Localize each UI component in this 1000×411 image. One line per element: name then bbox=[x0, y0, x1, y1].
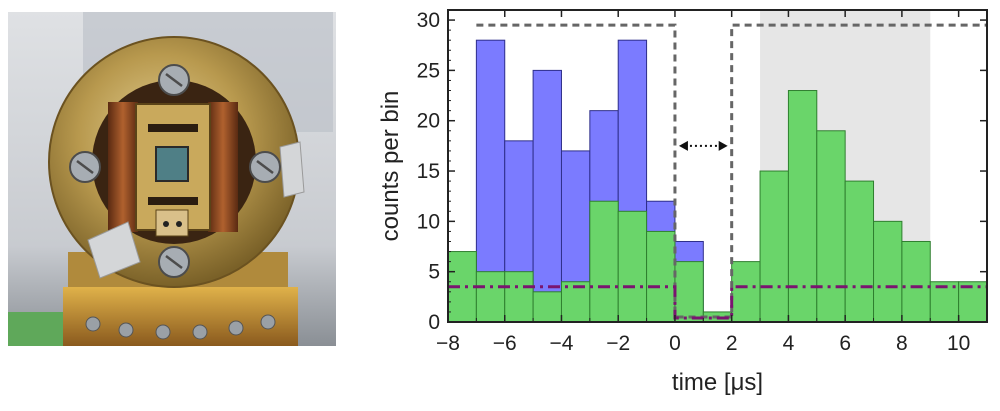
trap-electrode-bottom bbox=[148, 197, 198, 205]
trap-window bbox=[155, 146, 189, 182]
bar-series-0-bin-2 bbox=[532, 69, 562, 323]
y-tick-label: 20 bbox=[417, 110, 440, 133]
gate-window-arrow bbox=[678, 140, 728, 151]
x-tick-label: 10 bbox=[947, 332, 970, 355]
trap-electrode-top bbox=[148, 124, 198, 132]
y-tick-label: 0 bbox=[428, 311, 440, 334]
x-tick-label: −6 bbox=[493, 332, 517, 355]
x-tick-label: 2 bbox=[726, 332, 738, 355]
trap-lower-block bbox=[155, 209, 189, 237]
bar-series-1-bin-7 bbox=[646, 230, 676, 323]
plot-frame bbox=[447, 9, 988, 323]
bar-series-1-bin-2 bbox=[504, 271, 534, 323]
plot-area: −8 −6 −4 −2 0 2 4 6 8 10 0 5 10 15 20 25 30 bbox=[417, 9, 988, 355]
x-tick-label: 8 bbox=[896, 332, 908, 355]
bar-series-1-bin-5 bbox=[589, 200, 619, 323]
right-coil bbox=[208, 102, 238, 232]
bar-series-1-bin-15 bbox=[873, 220, 903, 323]
dashdot-background-line bbox=[448, 285, 987, 320]
base-screws bbox=[85, 314, 276, 340]
x-tick-label: 4 bbox=[783, 332, 795, 355]
histogram-chart: −8 −6 −4 −2 0 2 4 6 8 10 0 5 10 15 20 25 30 time [μs] c… bbox=[377, 9, 988, 396]
bar-series-1-bin-12 bbox=[787, 90, 818, 323]
bar-series-1-bin-14 bbox=[844, 180, 875, 323]
y-tick-label: 30 bbox=[417, 9, 440, 32]
trap-hole-left bbox=[163, 221, 169, 227]
y-tick-label: 25 bbox=[417, 59, 440, 82]
left-coil bbox=[108, 102, 138, 232]
trap-hole-right bbox=[176, 221, 182, 227]
ion-trap-photo bbox=[8, 12, 336, 346]
x-tick-label: −8 bbox=[436, 332, 460, 355]
y-axis-title: counts per bin bbox=[377, 91, 404, 242]
x-tick-label: −4 bbox=[549, 332, 573, 355]
y-tick-label: 5 bbox=[428, 261, 440, 284]
bar-series-1-bin-3 bbox=[532, 291, 562, 323]
bar-series-1-bin-13 bbox=[816, 130, 846, 323]
gate-arrow-head-right bbox=[718, 140, 728, 151]
x-tick-label: 0 bbox=[669, 332, 681, 355]
bar-series-1-bin-11 bbox=[759, 170, 789, 323]
bar-series-1-bin-4 bbox=[560, 281, 591, 323]
x-axis-ticks: −8 −6 −4 −2 0 2 4 6 8 10 bbox=[436, 10, 970, 355]
x-axis-title: time [μs] bbox=[672, 369, 763, 396]
gate-arrow-head-left bbox=[678, 140, 688, 151]
y-axis-ticks: 0 5 10 15 20 25 30 bbox=[417, 9, 987, 334]
bar-series-1-bin-6 bbox=[617, 210, 648, 323]
green-series bbox=[447, 90, 988, 323]
y-tick-label: 15 bbox=[417, 160, 440, 183]
bar-series-1-bin-17 bbox=[929, 281, 960, 323]
bar-series-1-bin-8 bbox=[674, 261, 704, 323]
tape-right bbox=[279, 141, 305, 198]
copper-base bbox=[63, 287, 298, 346]
bar-series-1-bin-10 bbox=[731, 261, 761, 323]
screw-slots bbox=[76, 73, 274, 269]
x-tick-label: 6 bbox=[839, 332, 851, 355]
bar-series-1-bin-16 bbox=[901, 240, 931, 323]
bar-series-1-bin-1 bbox=[475, 271, 506, 323]
tape-left bbox=[87, 221, 141, 279]
y-tick-label: 10 bbox=[417, 210, 440, 233]
x-tick-label: −2 bbox=[606, 332, 630, 355]
